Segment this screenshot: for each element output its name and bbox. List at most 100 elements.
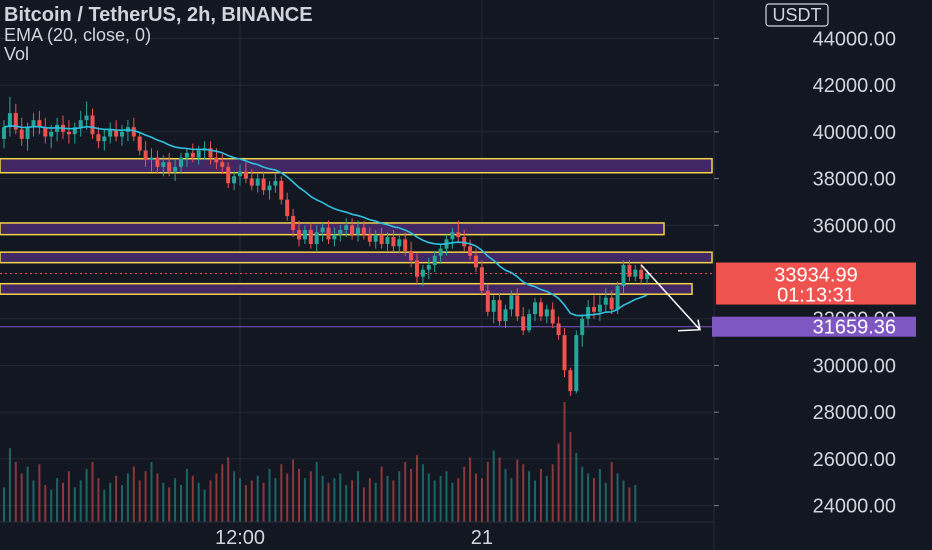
volume-bar	[469, 457, 472, 522]
volume-bar	[504, 468, 507, 522]
volume-bar	[274, 478, 277, 522]
volume-bar	[73, 487, 76, 522]
candle	[438, 248, 443, 256]
candle	[609, 297, 614, 310]
candle	[149, 157, 154, 160]
candle	[120, 131, 124, 137]
ema-indicator-label[interactable]: EMA (20, close, 0)	[4, 25, 152, 45]
candle	[184, 152, 189, 158]
candle	[397, 239, 402, 247]
candle	[114, 129, 119, 137]
candle	[137, 136, 142, 151]
currency-badge[interactable]	[765, 3, 829, 27]
candle	[167, 162, 172, 172]
candle	[267, 185, 272, 191]
candle	[385, 236, 390, 244]
candle	[367, 234, 372, 242]
candle	[238, 171, 242, 177]
candle	[497, 300, 502, 322]
candle	[208, 148, 213, 158]
volume-bar	[315, 462, 318, 522]
volume-bar	[209, 480, 212, 522]
volume-bar	[168, 487, 171, 522]
volume-bar	[593, 478, 595, 522]
volume-bar	[292, 459, 295, 522]
volume-bar	[8, 448, 11, 522]
candle	[562, 335, 567, 371]
volume-bar	[534, 480, 536, 522]
candle	[297, 229, 301, 240]
candle	[179, 157, 183, 167]
volume-bar	[262, 482, 265, 522]
volume-bar	[203, 489, 206, 522]
volume-bar	[528, 471, 531, 522]
candle	[249, 178, 254, 186]
volume-bar	[433, 480, 436, 522]
candle	[373, 234, 378, 242]
candle	[491, 300, 496, 312]
volume-bar	[150, 462, 153, 522]
volume-bar	[132, 466, 135, 522]
volume-bar	[510, 478, 513, 522]
volume-bar	[345, 485, 348, 522]
candle	[350, 225, 355, 235]
volume-bar	[380, 466, 383, 522]
candle	[96, 134, 101, 142]
volume-bar	[298, 468, 300, 522]
volume-bar	[439, 475, 442, 522]
volume-bar	[392, 480, 395, 522]
volume-bar	[463, 466, 466, 522]
candle	[645, 273, 650, 280]
candle	[432, 255, 437, 266]
candle	[509, 295, 514, 310]
volume-bar	[475, 473, 477, 522]
candle	[173, 166, 178, 172]
volume-bar	[427, 473, 430, 522]
candle	[621, 265, 626, 287]
candle	[285, 199, 290, 216]
volume-bar	[250, 480, 253, 522]
candle	[49, 131, 54, 137]
volume-bar	[256, 475, 259, 522]
volume-bar	[457, 478, 460, 522]
volume-bar	[551, 464, 554, 522]
volume-bar	[3, 487, 5, 522]
volume-bar	[303, 478, 306, 522]
volume-bar	[398, 471, 401, 522]
candle	[338, 229, 343, 235]
candle	[108, 129, 113, 137]
candle	[361, 227, 366, 235]
volume-bar	[56, 478, 59, 522]
candle	[462, 236, 467, 247]
volume-bar	[309, 471, 312, 522]
candle	[544, 309, 549, 317]
candle	[220, 162, 225, 167]
volume-bar	[610, 462, 613, 522]
volume-bar	[333, 478, 336, 522]
volume-bar	[404, 462, 407, 522]
candle	[450, 232, 455, 240]
candle	[102, 136, 107, 142]
volume-bar	[191, 475, 194, 522]
volume-bar	[575, 452, 578, 522]
candle	[13, 113, 18, 130]
x-tick-label: 21	[471, 527, 493, 549]
volume-bar	[233, 471, 236, 522]
candle	[320, 227, 325, 233]
volume-bar	[492, 450, 495, 522]
candle	[639, 269, 644, 280]
volume-bar	[374, 482, 377, 522]
candle	[279, 180, 284, 200]
candle	[603, 297, 608, 305]
candle	[78, 120, 83, 128]
candle	[533, 302, 537, 315]
volume-label[interactable]: Vol	[4, 44, 30, 64]
volume-bar	[581, 466, 584, 522]
candle	[391, 236, 396, 247]
volume-bar	[604, 482, 607, 522]
x-tick-label: 12:00	[215, 527, 265, 549]
candle	[37, 120, 42, 128]
candle	[332, 234, 337, 240]
resistance-zone	[0, 157, 713, 174]
